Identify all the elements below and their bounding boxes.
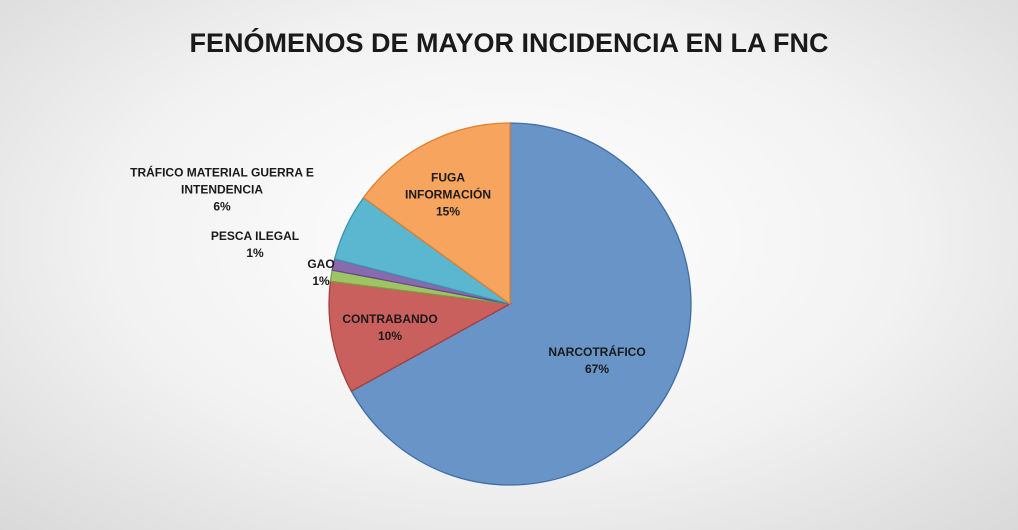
data-label: PESCA ILEGAL 1% — [200, 228, 310, 262]
pie-slice — [350, 122, 692, 486]
category-label: FUGA INFORMACIÓN — [405, 170, 491, 202]
data-label: GAO 1% — [301, 256, 341, 290]
category-label: CONTRABANDO — [342, 312, 438, 326]
pie-slice — [362, 122, 511, 306]
value-label: 10% — [377, 329, 403, 343]
category-label: GAO — [307, 257, 335, 271]
data-label: TRÁFICO MATERIAL GUERRA E INTENDENCIA 6% — [122, 165, 322, 216]
data-label: FUGA INFORMACIÓN 15% — [393, 170, 503, 221]
value-label: 1% — [246, 246, 264, 260]
data-label: CONTRABANDO 10% — [335, 311, 445, 345]
chart-title: FENÓMENOS DE MAYOR INCIDENCIA EN LA FNC — [189, 28, 829, 58]
category-label: PESCA ILEGAL — [210, 229, 300, 243]
value-label: 15% — [435, 204, 461, 219]
value-label: 67% — [584, 362, 610, 376]
data-label: NARCOTRÁFICO 67% — [537, 344, 657, 378]
value-label: 6% — [213, 199, 231, 214]
category-label: TRÁFICO MATERIAL GUERRA E INTENDENCIA — [130, 165, 314, 197]
value-label: 1% — [312, 274, 330, 288]
category-label: NARCOTRÁFICO — [548, 345, 646, 359]
pie-slice — [328, 280, 513, 393]
